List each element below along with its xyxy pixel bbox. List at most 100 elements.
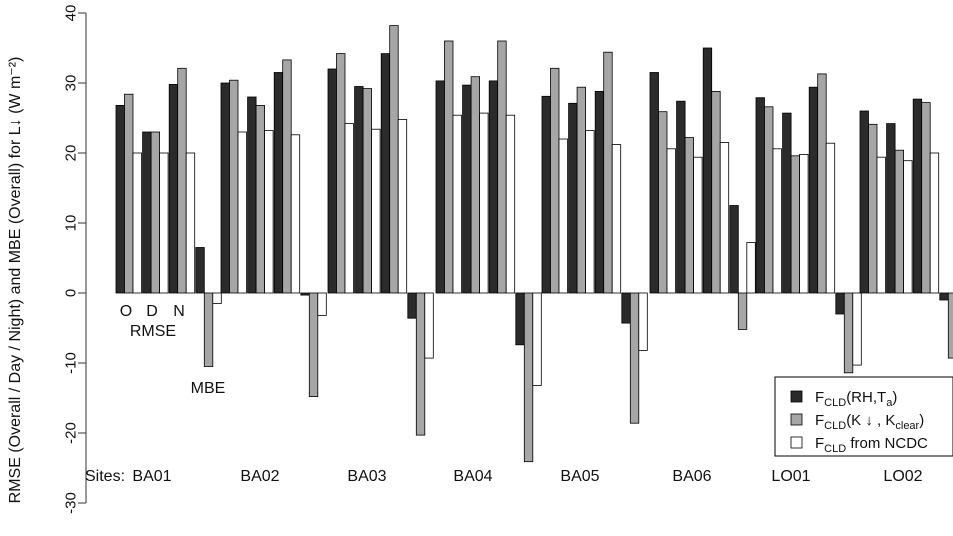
- legend-text-part: CLD: [824, 420, 846, 432]
- bar-ba06-o-s1: [649, 72, 659, 294]
- bar-ba02-d-s2: [255, 105, 266, 294]
- bar-ba02-mbe-s3: [317, 292, 327, 316]
- bar-ba05-mbe-s1: [621, 292, 631, 324]
- bar-ba02-o-s2: [229, 79, 239, 294]
- bar-ba03-d-s2: [362, 88, 373, 294]
- bar-ba01-n-s3: [185, 152, 196, 294]
- bar-ba04-mbe-s3: [532, 292, 542, 386]
- bar-ba03-n-s2: [389, 25, 399, 294]
- bar-ba02-o-s3: [237, 131, 247, 294]
- bar-ba01-mbe-s2: [203, 292, 214, 367]
- bar-ba04-n-s1: [488, 80, 499, 294]
- bar-ba05-d-s2: [576, 86, 586, 294]
- bar-lo02-n-s3: [929, 152, 940, 294]
- bar-ba01-d-s2: [150, 131, 161, 294]
- bar-ba06-n-s3: [719, 142, 730, 294]
- bar-ba02-mbe-s1: [300, 292, 310, 296]
- bar-ba02-d-s3: [264, 130, 274, 294]
- bar-ba06-mbe-s3: [746, 242, 756, 294]
- bar-lo01-d-s3: [799, 153, 809, 294]
- annotations: O D N RMSE MBE: [120, 303, 226, 397]
- annotation-d: D: [146, 303, 158, 320]
- site-label: BA03: [347, 468, 386, 485]
- bar-ba03-d-s3: [371, 128, 381, 294]
- bar-lo02-o-s3: [876, 156, 886, 294]
- bar-ba05-d-s3: [585, 130, 595, 294]
- legend-text-part: from NCDC: [846, 435, 928, 452]
- sites-label: Sites:: [85, 468, 125, 485]
- bar-ba05-n-s3: [611, 144, 622, 294]
- bar-ba02-o-s1: [220, 82, 230, 294]
- y-axis-label: RMSE (Overall / Day / Night) and MBE (Ov…: [7, 57, 24, 504]
- bar-lo02-n-s1: [912, 98, 923, 294]
- bar-ba05-o-s1: [541, 95, 551, 294]
- bar-ba03-mbe-s2: [415, 292, 426, 436]
- bar-ba04-mbe-s2: [523, 292, 534, 463]
- bar-ba02-n-s2: [282, 59, 292, 294]
- bar-lo01-n-s2: [817, 73, 827, 294]
- bar-ba01-n-s1: [168, 84, 179, 294]
- bar-ba04-d-s2: [470, 76, 481, 294]
- bar-ba03-mbe-s1: [407, 292, 417, 319]
- bar-lo01-n-s3: [825, 142, 836, 294]
- y-axis: -30 -20 -10 0 10 20 30 40: [62, 5, 87, 514]
- bar-lo01-mbe-s1: [835, 292, 845, 315]
- site-label: BA06: [672, 468, 711, 485]
- bar-ba03-o-s2: [336, 53, 346, 294]
- site-label: LO01: [771, 468, 810, 485]
- legend-text-part: ): [892, 389, 897, 406]
- bar-ba03-o-s3: [344, 123, 354, 294]
- bar-ba02-n-s3: [290, 134, 301, 294]
- annotation-o: O: [120, 303, 132, 320]
- bar-ba02-mbe-s2: [308, 292, 319, 397]
- y-tick-label: -30: [62, 492, 79, 514]
- bar-ba05-mbe-s2: [629, 292, 640, 424]
- bar-ba05-n-s2: [603, 51, 613, 294]
- bar-ba03-d-s1: [354, 86, 364, 294]
- legend-entry: FCLD from NCDC: [815, 435, 928, 455]
- y-tick-label: -20: [62, 422, 79, 444]
- bar-lo01-o-s1: [755, 97, 765, 294]
- bar-ba05-n-s1: [594, 91, 605, 294]
- bar-ba04-mbe-s1: [515, 292, 525, 346]
- bar-ba01-mbe-s3: [212, 292, 222, 304]
- legend-text-part: F: [815, 435, 824, 452]
- bar-ba04-d-s1: [462, 84, 472, 294]
- bar-ba01-o-s2: [124, 93, 134, 294]
- legend-box: [774, 376, 953, 457]
- bar-ba04-o-s3: [452, 114, 462, 294]
- y-tick-label: 10: [62, 215, 79, 232]
- annotation-n: N: [173, 303, 185, 320]
- bar-ba05-d-s1: [568, 102, 578, 294]
- bar-lo02-n-s2: [921, 102, 931, 294]
- site-label: LO02: [883, 468, 922, 485]
- bar-lo01-mbe-s3: [852, 292, 862, 366]
- bar-ba03-o-s1: [327, 68, 337, 294]
- legend-text-part: F: [815, 389, 824, 406]
- bar-lo02-o-s1: [859, 110, 869, 294]
- legend-swatch: [790, 413, 803, 426]
- bar-ba03-mbe-s3: [424, 292, 434, 359]
- site-label: BA01: [132, 468, 171, 485]
- bar-lo02-o-s2: [868, 123, 878, 294]
- bar-lo01-d-s2: [790, 155, 800, 294]
- site-label: BA02: [240, 468, 279, 485]
- bar-ba03-n-s1: [380, 53, 391, 294]
- legend-text-part: CLD: [824, 443, 846, 455]
- bar-lo01-o-s3: [772, 148, 782, 294]
- bar-lo02-mbe-s1: [939, 292, 949, 301]
- bar-ba06-d-s2: [684, 137, 694, 294]
- bar-ba02-n-s1: [273, 72, 284, 294]
- legend-text-part: (RH,T: [846, 389, 886, 406]
- bar-lo02-d-s1: [886, 123, 896, 294]
- bar-ba04-n-s2: [497, 40, 507, 294]
- legend-text-part: clear: [895, 420, 919, 432]
- bar-ba04-o-s2: [444, 40, 454, 294]
- legend-text-part: (K ↓ , K: [846, 412, 895, 429]
- bar-ba04-o-s1: [435, 80, 445, 294]
- bar-ba05-o-s2: [550, 67, 560, 294]
- bar-ba06-o-s2: [658, 111, 668, 294]
- y-tick-label: 0: [62, 289, 79, 297]
- bar-ba06-d-s3: [693, 156, 703, 294]
